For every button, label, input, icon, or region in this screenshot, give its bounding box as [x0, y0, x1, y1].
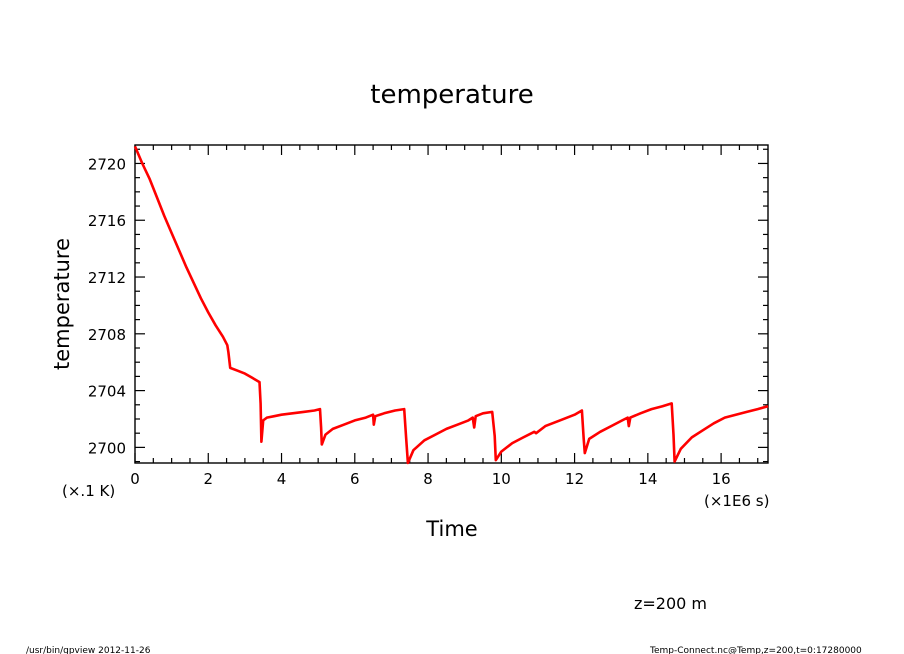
plot-area: 0 2 4 6 8 10 12 14 16 2700 2704 2708 2712 2716 2720 [88, 144, 769, 488]
x-axis-label: Time [425, 517, 477, 541]
axis-ticks [134, 145, 768, 463]
level-annotation: z=200 m [634, 594, 707, 613]
y-tick-label: 2712 [88, 269, 126, 287]
x-tick-label: 8 [423, 470, 433, 488]
x-tick-label: 2 [203, 470, 213, 488]
x-tick-label: 6 [350, 470, 360, 488]
y-tick-label: 2720 [88, 155, 126, 173]
y-tick-label: 2708 [88, 326, 126, 344]
x-tick-label: 0 [130, 470, 140, 488]
y-axis-label: temperature [50, 238, 74, 370]
x-tick-label: 4 [277, 470, 287, 488]
y-tick-label: 2700 [88, 439, 126, 457]
x-tick-label: 12 [565, 470, 584, 488]
x-tick-label: 16 [712, 470, 731, 488]
y-unit-label: (×.1 K) [62, 482, 115, 500]
y-tick-label: 2716 [88, 212, 126, 230]
x-tick-label: 14 [638, 470, 657, 488]
chart-title: temperature [370, 80, 533, 110]
y-tick-label: 2704 [88, 383, 126, 401]
temperature-series-line [133, 145, 769, 465]
plot-frame [134, 144, 769, 464]
x-unit-label: (×1E6 s) [704, 492, 769, 510]
x-tick-label: 10 [492, 470, 511, 488]
footer-left-text: /usr/bin/gpview 2012-11-26 [26, 646, 151, 654]
footer-right-text: Temp-Connect.nc@Temp,z=200,t=0:17280000 [649, 646, 862, 654]
axis-tick-labels: 0 2 4 6 8 10 12 14 16 2700 2704 2708 2712 2716 2720 [88, 155, 731, 488]
